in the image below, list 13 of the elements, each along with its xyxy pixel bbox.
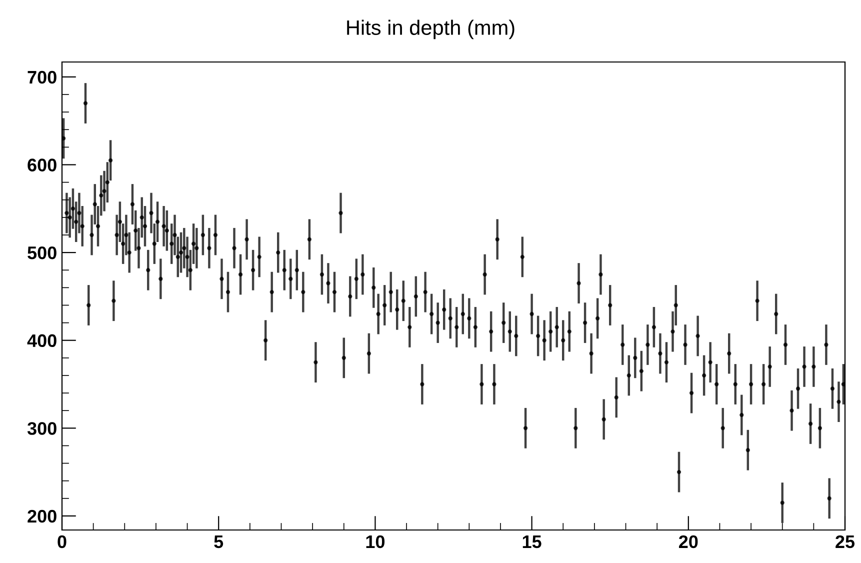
y-tick-label: 300 xyxy=(27,422,56,435)
x-tick-label: 20 xyxy=(678,535,698,548)
x-tick-label: 0 xyxy=(58,535,66,548)
x-tick-label: 10 xyxy=(366,535,385,548)
x-tick-label: 5 xyxy=(214,536,224,548)
y-tick-label: 600 xyxy=(28,158,56,172)
y-tick-label: 700 xyxy=(28,70,56,84)
chart-title: Hits in depth (mm) xyxy=(347,20,514,40)
y-tick-label: 400 xyxy=(27,334,56,348)
y-tick-label: 200 xyxy=(28,510,56,523)
y-tick-label: 500 xyxy=(28,246,56,260)
x-tick-label: 25 xyxy=(836,535,855,548)
x-tick-label: 15 xyxy=(522,536,542,548)
